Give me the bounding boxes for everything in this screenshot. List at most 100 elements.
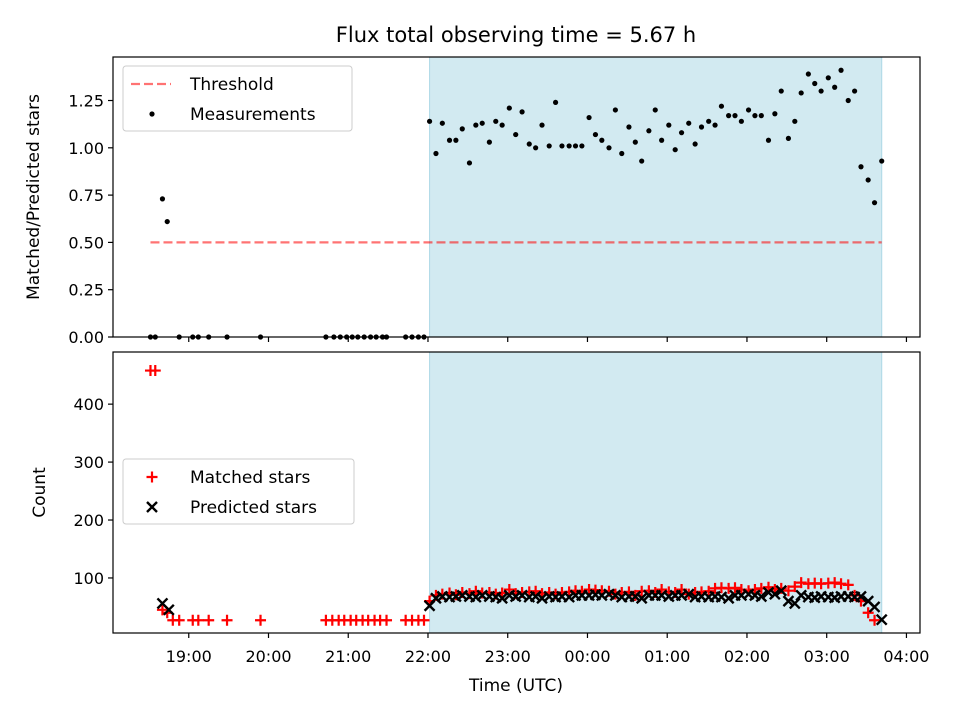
predicted-star-point [782,595,795,607]
measurement-point [599,137,605,143]
measurement-point [718,103,725,109]
legend-box [122,458,355,525]
chart-title: Flux total observing time = 5.67 h [336,23,696,47]
matched-star-point [789,581,801,593]
measurement-point [506,105,512,111]
x-tick-label: 01:00 [644,647,690,666]
measurement-point [479,120,485,126]
matched-star-point [149,365,161,377]
legend-predicted-swatch [146,501,158,513]
measurement-point [164,218,170,225]
measurement-point [672,147,678,153]
measurement-point [446,137,453,143]
measurement-point [619,150,625,157]
matched-star-point [503,584,515,596]
measurement-point [832,84,838,90]
measurement-point [552,99,559,106]
measurement-point [586,114,592,121]
measurement-point [606,145,612,151]
y-tick-label: 400 [73,395,104,414]
predicted-star-point [875,613,888,626]
y-tick-label: 1.25 [68,92,104,111]
measurement-point [426,118,433,124]
x-tick-label: 02:00 [724,647,770,666]
measurement-point [765,137,772,143]
predicted-star-point [496,592,508,605]
measurement-point [818,88,824,94]
measurement-point [639,158,645,164]
measurement-point [646,128,652,134]
legend-measurement-swatch [149,111,155,117]
measurement-point [159,196,166,202]
measurement-point [845,97,851,104]
y-tick-label: 0.25 [68,281,104,300]
y-tick-label: 300 [73,453,104,472]
measurement-point [546,143,552,149]
measurement-point [566,143,572,149]
measurement-point [712,122,718,128]
matched-star-point [173,614,185,626]
measurement-point [698,124,705,130]
matched-star-point [842,579,854,591]
legend: Matched stars Predicted stars [122,458,355,525]
measurement-point [852,88,858,94]
predicted-star-point [855,590,867,603]
measurement-point [526,141,532,147]
measurement-point [439,120,445,126]
x-tick-label: 04:00 [883,647,929,666]
measurement-point [493,118,499,124]
measurement-point [499,122,505,128]
matched-star-point [782,585,794,597]
predicted-star-point [868,601,881,613]
measurement-point [865,177,871,183]
measurement-point [513,131,519,138]
measurement-point [706,118,712,124]
legend-label: Threshold [189,75,274,95]
x-tick-label: 03:00 [804,647,850,666]
measurement-point [572,143,579,149]
measurement-point [453,137,459,143]
matched-star-point [381,614,393,626]
matched-star-point [656,584,668,596]
measurement-point [745,107,752,113]
measurement-point [559,143,565,149]
matched-star-point [729,582,741,594]
measurement-point [686,120,692,126]
y-axis-label: Count [30,467,50,518]
observing-interval-shade [429,351,883,634]
matched-star-point [749,584,761,596]
matched-star-point [255,614,267,626]
legend-box [122,65,353,132]
measurement-point [732,113,738,119]
measurement-point [652,107,658,113]
legend-label: Matched stars [190,468,310,488]
measurement-point [785,135,792,141]
measurement-point [879,158,885,164]
predicted-star-point [635,592,648,605]
measurement-point [533,145,539,151]
measurement-point [772,111,778,117]
series-predicted-stars [156,584,888,626]
predicted-star-point [788,597,801,610]
predicted-star-point [769,588,781,601]
measurement-point [678,130,685,136]
predicted-star-point [722,592,735,605]
measurement-point [626,124,632,130]
measurement-point [871,200,878,206]
bottom-panel: 100 200 300 400 19:00 20:00 21:00 22:00 23:00 00:… [30,352,929,666]
observing-interval-shade [429,56,883,338]
x-axis-label: Time (UTC) [468,676,563,696]
matched-star-point [703,585,715,597]
predicted-star-point [775,584,788,597]
measurement-point [792,118,798,124]
matched-star-point [835,578,847,590]
legend-matched-swatch [146,471,158,483]
measurement-point [758,113,764,119]
legend-label: Predicted stars [190,498,317,518]
matched-star-point [862,607,874,619]
measurement-point [798,90,804,96]
matched-star-point [869,614,881,626]
measurement-point [726,113,732,119]
measurement-point [805,71,811,77]
